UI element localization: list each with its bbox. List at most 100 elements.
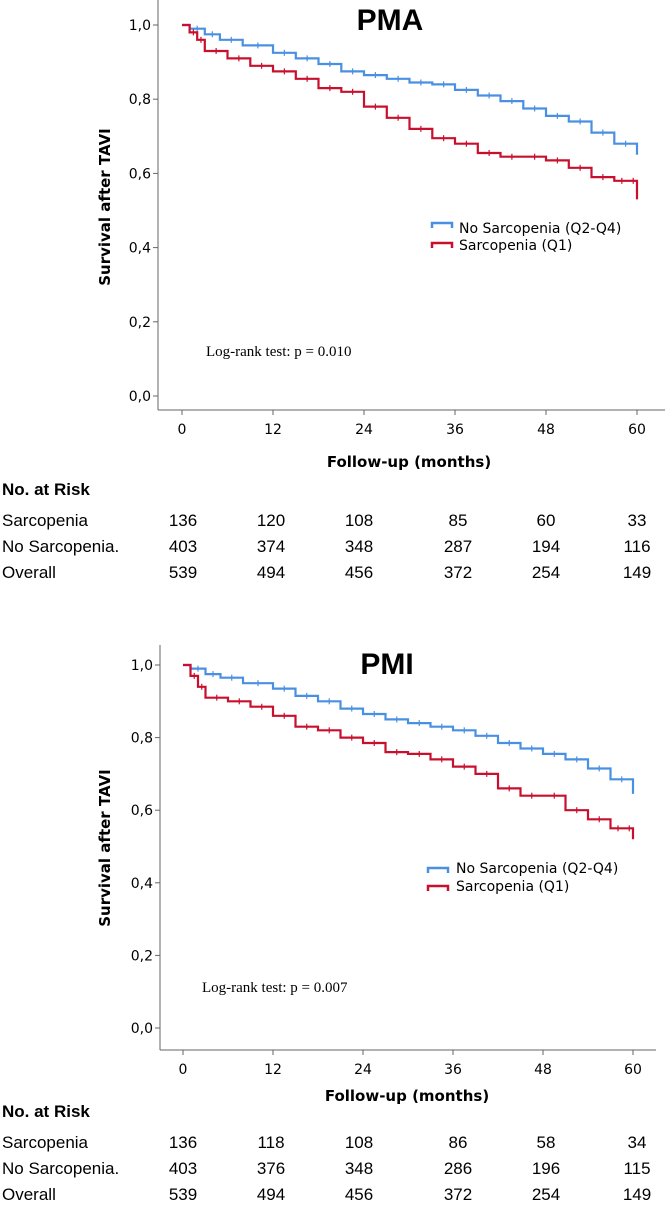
legend-swatch-sarcopenia	[430, 241, 454, 248]
x-tick-label: 36	[446, 422, 464, 438]
pma-y-axis: 0,0 0,2 0,4 0,6 0,8 1,0	[129, 18, 158, 405]
y-tick-label: 1,0	[129, 18, 151, 34]
survival-curve-sarcopenia	[183, 663, 635, 840]
legend-label-sarcopenia: Sarcopenia (Q1)	[459, 238, 572, 254]
risk-value: 116	[623, 537, 651, 556]
risk-value: 85	[448, 511, 468, 530]
y-tick-label: 0,8	[129, 92, 151, 108]
y-tick-label: 1,0	[131, 658, 153, 674]
risk-row-label: No Sarcopenia.	[2, 1159, 120, 1178]
risk-row-no-sarcopenia: No Sarcopenia. 403 376 348 286 196 115	[0, 1159, 665, 1181]
risk-row-overall: Overall 539 494 456 372 254 149	[0, 1185, 665, 1207]
risk-value: 86	[448, 1133, 468, 1152]
risk-value: 539	[168, 1185, 198, 1204]
risk-value: 115	[623, 1159, 651, 1178]
pmi-y-axis-title: Survival after TAVI	[96, 769, 114, 927]
pmi-y-axis: 0,0 0,2 0,4 0,6 0,8 1,0	[131, 658, 160, 1037]
y-tick-label: 0,4	[131, 876, 153, 892]
risk-row-sarcopenia: Sarcopenia 136 120 108 85 60 33	[0, 511, 665, 533]
risk-value: 494	[256, 1185, 286, 1204]
x-tick-label: 0	[179, 1062, 188, 1078]
risk-row-no-sarcopenia: No Sarcopenia. 403 374 348 287 194 116	[0, 537, 665, 559]
risk-value: 108	[344, 1133, 374, 1152]
pma-survival-chart: 0,0 0,2 0,4 0,6 0,8 1,0 0 12 24 36 48 60 PMA Survi…	[96, 0, 665, 471]
pmi-x-axis: 0 12 24 36 48 60	[179, 1050, 642, 1078]
pma-x-axis-title: Follow-up (months)	[327, 453, 491, 471]
y-tick-label: 0,0	[131, 1021, 153, 1037]
risk-row-overall: Overall 539 494 456 372 254 149	[0, 563, 665, 585]
risk-value: 60	[536, 511, 556, 530]
risk-value: 376	[256, 1159, 286, 1178]
risk-value: 118	[257, 1133, 285, 1152]
risk-value: 33	[627, 511, 647, 530]
risk-table-header: No. at Risk	[2, 1102, 90, 1121]
risk-value: 196	[531, 1159, 561, 1178]
x-tick-label: 48	[534, 1062, 552, 1078]
risk-value: 494	[256, 563, 286, 582]
x-tick-label: 60	[624, 1062, 642, 1078]
y-tick-label: 0,2	[129, 315, 151, 331]
risk-value: 149	[622, 563, 652, 582]
risk-value: 372	[443, 1185, 473, 1204]
risk-value: 149	[622, 1185, 652, 1204]
x-tick-label: 60	[628, 422, 646, 438]
risk-value: 403	[168, 1159, 198, 1178]
y-tick-label: 0,2	[131, 948, 153, 964]
survival-curve-no-sarcopenia	[183, 663, 635, 794]
x-tick-label: 24	[355, 422, 373, 438]
risk-row-label: Sarcopenia	[2, 511, 89, 530]
risk-value: 34	[627, 1133, 647, 1152]
risk-value: 374	[256, 537, 286, 556]
pma-y-axis-title: Survival after TAVI	[96, 128, 114, 286]
legend-swatch-no-sarcopenia	[426, 866, 450, 873]
x-tick-label: 12	[264, 1062, 282, 1078]
x-tick-label: 0	[178, 422, 187, 438]
pma-legend: No Sarcopenia (Q2-Q4) Sarcopenia (Q1)	[430, 221, 621, 254]
pma-chart-title: PMA	[357, 4, 424, 37]
risk-row-label: Overall	[2, 563, 56, 582]
pmi-chart-title: PMI	[360, 648, 413, 681]
risk-table-header: No. at Risk	[2, 480, 90, 499]
y-tick-label: 0,8	[131, 731, 153, 747]
x-tick-label: 36	[444, 1062, 462, 1078]
y-tick-label: 0,0	[129, 389, 151, 405]
pma-x-axis: 0 12 24 36 48 60	[178, 410, 646, 438]
pmi-logrank-annotation: Log-rank test: p = 0.007	[202, 980, 348, 996]
risk-value: 254	[531, 563, 561, 582]
risk-value: 403	[168, 537, 198, 556]
pma-survival-curves	[182, 23, 639, 200]
risk-value: 194	[531, 537, 561, 556]
y-tick-label: 0,6	[131, 803, 153, 819]
risk-value: 539	[168, 563, 198, 582]
x-tick-label: 12	[264, 422, 282, 438]
legend-label-sarcopenia: Sarcopenia (Q1)	[456, 879, 569, 895]
risk-value: 136	[168, 1133, 198, 1152]
risk-row-label: No Sarcopenia.	[2, 537, 120, 556]
y-tick-label: 0,6	[129, 166, 151, 182]
legend-label-no-sarcopenia: No Sarcopenia (Q2-Q4)	[459, 221, 621, 237]
pmi-plot-frame	[159, 645, 656, 1051]
pmi-legend: No Sarcopenia (Q2-Q4) Sarcopenia (Q1)	[426, 861, 618, 895]
legend-swatch-no-sarcopenia	[430, 221, 454, 228]
risk-row-label: Overall	[2, 1185, 56, 1204]
pmi-x-axis-title: Follow-up (months)	[325, 1087, 489, 1105]
risk-row-sarcopenia: Sarcopenia 136 118 108 86 58 34	[0, 1133, 665, 1155]
risk-value: 136	[168, 511, 198, 530]
risk-value: 348	[344, 537, 374, 556]
x-tick-label: 48	[537, 422, 555, 438]
risk-row-label: Sarcopenia	[2, 1133, 89, 1152]
risk-value: 108	[344, 511, 374, 530]
risk-value: 348	[344, 1159, 374, 1178]
risk-value: 456	[344, 563, 374, 582]
legend-swatch-sarcopenia	[426, 884, 450, 891]
pma-plot-frame	[157, 0, 665, 411]
risk-value: 58	[536, 1133, 556, 1152]
risk-value: 254	[531, 1185, 561, 1204]
pmi-survival-chart: 0,0 0,2 0,4 0,6 0,8 1,0 0 12 24 36 48 60 PMI Survi…	[96, 645, 656, 1105]
pmi-survival-curves	[183, 663, 635, 840]
risk-value: 456	[344, 1185, 374, 1204]
legend-label-no-sarcopenia: No Sarcopenia (Q2-Q4)	[456, 861, 618, 877]
pma-logrank-annotation: Log-rank test: p = 0.010	[206, 344, 352, 360]
risk-value: 372	[443, 563, 473, 582]
survival-curve-sarcopenia	[182, 23, 639, 200]
